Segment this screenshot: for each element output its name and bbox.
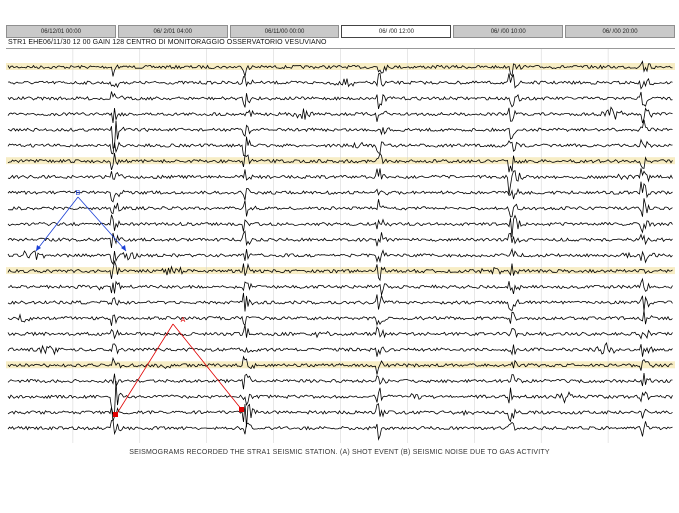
time-tab-5[interactable]: 06/ /00 10:00 — [453, 25, 564, 38]
trace-row — [7, 324, 673, 340]
time-tab-2[interactable]: 06/ 2/01 04:00 — [117, 25, 228, 38]
trace-row — [7, 292, 673, 312]
annotation-a-label: A — [181, 317, 186, 324]
time-tab-4[interactable]: 06/ /00 12:00 — [341, 25, 452, 38]
time-tab-3[interactable]: 06/11/00 00:00 — [229, 25, 340, 38]
seismic-traces — [7, 60, 673, 441]
trace-row — [7, 310, 673, 327]
annotation-b-arrow-right — [121, 245, 126, 251]
trace-row — [7, 247, 673, 265]
trace-row — [7, 342, 673, 357]
annotation-b-line-left — [35, 196, 79, 252]
trace-row — [7, 106, 673, 124]
seismogram-plot: B A — [6, 49, 675, 443]
time-grid — [72, 49, 609, 443]
annotation-b-arrow-left — [36, 245, 41, 251]
trace-row — [7, 60, 673, 77]
trace-row — [7, 373, 673, 390]
trace-row — [7, 230, 673, 249]
trace-row — [7, 419, 673, 441]
annotation-a-marker-right — [239, 407, 244, 412]
time-window-tabs: 06/12/01 00:00 06/ 2/01 04:00 06/11/00 0… — [6, 25, 675, 38]
trace-row — [7, 168, 673, 195]
trace-row — [7, 259, 673, 282]
trace-row — [7, 72, 673, 90]
trace-row — [7, 214, 673, 238]
trace-row — [7, 152, 673, 173]
seismogram-panel: B A — [6, 48, 675, 443]
annotation-a-marker-left — [113, 412, 118, 417]
trace-row — [7, 277, 673, 296]
annotation-a-shot: A — [113, 317, 244, 417]
trace-row — [7, 91, 673, 110]
annotation-b-line-right — [77, 196, 127, 252]
annotation-a-line-left — [115, 323, 174, 416]
trace-row — [7, 136, 673, 157]
annotation-a-line-right — [172, 323, 243, 411]
annotation-b-label: B — [76, 190, 81, 197]
trace-row — [7, 355, 673, 375]
trace-row — [7, 380, 673, 415]
figure-caption: SEISMOGRAMS RECORDED THE STRA1 SEISMIC S… — [129, 449, 550, 456]
trace-row — [7, 181, 673, 203]
time-tab-6[interactable]: 06/ /00 20:00 — [565, 25, 675, 38]
trace-row — [7, 198, 673, 218]
trace-row — [7, 119, 673, 149]
time-tab-1[interactable]: 06/12/01 00:00 — [6, 25, 116, 38]
annotation-b-noise: B — [35, 190, 127, 252]
station-header: STR1 EHE06/11/30 12 00 GAIN 128 CENTRO D… — [8, 39, 327, 46]
